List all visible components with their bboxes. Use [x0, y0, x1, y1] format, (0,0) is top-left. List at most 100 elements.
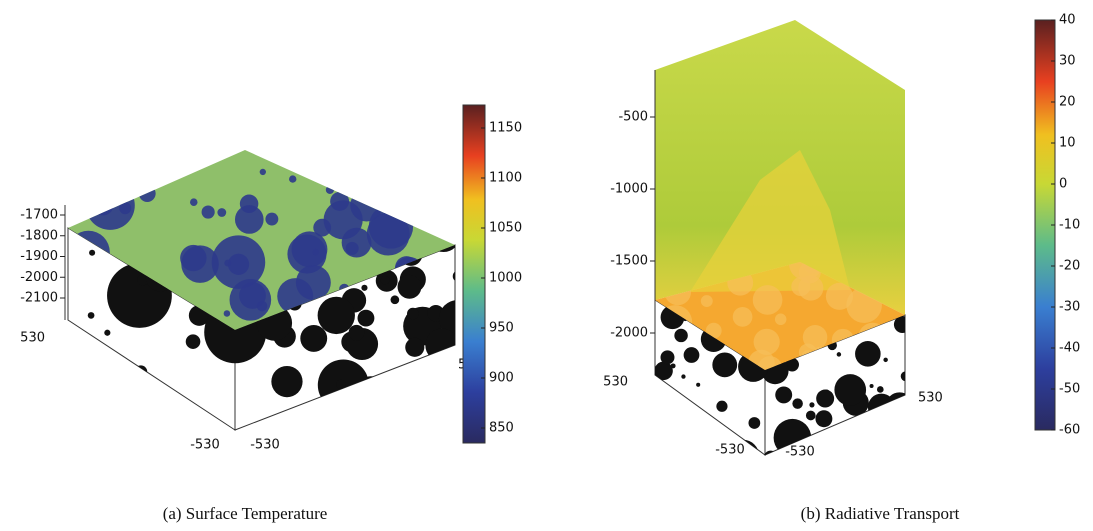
colorbar-tick-label: -60 — [1059, 423, 1080, 438]
colorbar-tick-label: 850 — [489, 421, 514, 436]
pore — [300, 325, 327, 352]
colorbar-tick-label: 10 — [1059, 136, 1076, 151]
pore — [135, 365, 148, 378]
pore — [877, 386, 884, 393]
pore — [296, 265, 331, 300]
pore — [368, 401, 411, 444]
caption: (a) Surface Temperature — [163, 504, 328, 523]
xy-tick-label: 530 — [603, 375, 628, 390]
pore — [363, 423, 374, 434]
pore — [733, 307, 753, 327]
pore — [775, 314, 787, 326]
z-tick-label: -2100 — [20, 291, 58, 306]
pore — [809, 402, 814, 407]
pore — [674, 329, 687, 342]
pore — [439, 160, 445, 166]
pore — [405, 338, 424, 357]
pore — [379, 176, 388, 185]
pore — [410, 393, 430, 413]
pore — [55, 419, 65, 429]
pore — [816, 390, 834, 408]
pore — [655, 401, 667, 413]
pore — [348, 411, 355, 418]
pore — [368, 153, 400, 185]
xy-tick-label: -530 — [190, 438, 220, 453]
z-tick-label: -1800 — [20, 228, 58, 243]
z-tick-label: -500 — [618, 110, 648, 125]
pore — [657, 414, 671, 428]
pore — [346, 415, 352, 421]
pore — [654, 362, 673, 381]
pore — [381, 276, 390, 285]
pore — [342, 228, 372, 258]
colorbar-tick-label: 30 — [1059, 54, 1076, 69]
pore — [806, 411, 816, 421]
pore — [885, 392, 913, 420]
pore — [418, 414, 431, 427]
pore — [676, 395, 683, 402]
pore — [712, 352, 737, 377]
pore — [661, 350, 675, 364]
pore — [439, 157, 446, 164]
pore — [407, 308, 419, 320]
pore — [870, 384, 874, 388]
colorbar-tick-label: -20 — [1059, 259, 1080, 274]
pore — [431, 384, 460, 413]
pore — [298, 425, 306, 433]
pore — [57, 254, 64, 261]
caption: (b) Radiative Transport — [801, 504, 960, 523]
pore — [387, 390, 441, 444]
figure: (a) Surface Temperature (b) Radiative Tr… — [0, 0, 1093, 531]
pore — [344, 171, 357, 184]
pore — [376, 427, 390, 441]
pore — [136, 377, 146, 387]
pore — [93, 195, 114, 216]
pore — [116, 156, 122, 162]
colorbar-tick-label: -10 — [1059, 218, 1080, 233]
colorbar-tick-label: 40 — [1059, 13, 1076, 28]
colorbar-tick-label: 0 — [1059, 177, 1067, 192]
xy-tick-label: -530 — [785, 445, 815, 460]
pore — [792, 398, 803, 409]
pore — [63, 374, 99, 410]
colorbar-tick-label: -40 — [1059, 341, 1080, 356]
colorbar-tick-label: -50 — [1059, 382, 1080, 397]
pore — [696, 383, 700, 387]
pore — [89, 250, 95, 256]
pore — [271, 366, 302, 397]
pore — [753, 285, 783, 315]
pore — [837, 352, 841, 356]
z-tick-label: -1900 — [20, 249, 58, 264]
xy-tick-label: -530 — [715, 443, 745, 458]
pore — [684, 347, 700, 363]
pore — [664, 399, 670, 405]
pore — [313, 136, 358, 181]
pore — [435, 373, 442, 380]
pore — [326, 186, 334, 194]
pore — [265, 213, 278, 226]
pore — [453, 270, 464, 281]
pore — [388, 161, 425, 198]
colorbar-tick-label: 1100 — [489, 171, 522, 186]
pore — [891, 407, 897, 413]
pore — [324, 388, 380, 444]
pore — [803, 325, 828, 350]
pore — [834, 374, 866, 406]
pore — [104, 330, 110, 336]
pore — [350, 189, 382, 221]
pore — [86, 181, 135, 230]
colorbar — [463, 105, 485, 443]
pore — [425, 328, 458, 361]
pore — [217, 208, 226, 217]
pore — [855, 341, 881, 367]
pore — [681, 374, 685, 378]
pore — [815, 410, 832, 427]
pore — [235, 205, 264, 234]
pore — [652, 388, 656, 392]
pore — [361, 285, 367, 291]
z-tick-label: -1500 — [610, 254, 648, 269]
pore — [330, 192, 349, 211]
xy-tick-label: -530 — [250, 438, 280, 453]
pore — [372, 409, 383, 420]
pore — [716, 401, 727, 412]
